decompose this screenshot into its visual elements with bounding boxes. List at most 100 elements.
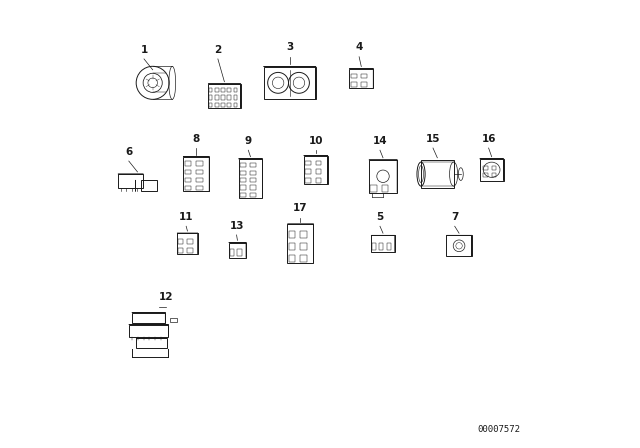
Text: 4: 4 bbox=[355, 43, 363, 52]
Bar bbox=[234, 103, 237, 107]
Text: 17: 17 bbox=[293, 203, 308, 213]
Bar bbox=[141, 180, 157, 191]
Bar bbox=[380, 243, 383, 250]
Text: 10: 10 bbox=[308, 136, 323, 146]
Bar bbox=[215, 88, 219, 92]
Bar bbox=[300, 243, 307, 250]
Bar bbox=[316, 178, 321, 183]
Bar bbox=[188, 238, 193, 244]
Bar bbox=[170, 319, 177, 322]
Bar bbox=[234, 88, 237, 92]
Bar bbox=[447, 235, 472, 256]
Bar bbox=[240, 178, 246, 182]
Bar bbox=[227, 95, 231, 99]
Text: 2: 2 bbox=[214, 45, 221, 55]
Bar bbox=[250, 193, 256, 197]
Bar bbox=[179, 238, 184, 244]
Text: 15: 15 bbox=[426, 134, 440, 144]
Bar bbox=[196, 161, 202, 166]
Bar bbox=[381, 185, 388, 193]
Bar bbox=[185, 186, 191, 190]
Bar bbox=[305, 169, 311, 174]
Bar bbox=[188, 248, 193, 253]
Bar bbox=[492, 173, 496, 177]
Bar bbox=[209, 103, 212, 107]
Bar bbox=[240, 171, 246, 175]
Bar bbox=[234, 95, 237, 99]
Bar bbox=[221, 95, 225, 99]
Text: 16: 16 bbox=[481, 134, 496, 144]
Bar bbox=[305, 161, 311, 165]
Bar bbox=[289, 243, 295, 250]
Bar bbox=[215, 103, 219, 107]
Bar bbox=[371, 235, 395, 252]
Bar bbox=[221, 103, 225, 107]
Text: 8: 8 bbox=[193, 134, 200, 144]
Bar bbox=[316, 161, 321, 165]
Bar bbox=[227, 103, 231, 107]
Bar bbox=[209, 88, 212, 92]
Bar bbox=[483, 173, 488, 177]
Text: 7: 7 bbox=[451, 212, 458, 222]
Bar bbox=[371, 185, 376, 193]
Text: 9: 9 bbox=[244, 136, 252, 146]
Bar bbox=[209, 95, 212, 99]
Bar bbox=[196, 186, 202, 190]
Bar bbox=[421, 160, 454, 188]
Bar bbox=[196, 170, 202, 174]
Bar bbox=[349, 69, 373, 88]
Bar bbox=[369, 160, 397, 193]
Bar bbox=[250, 185, 256, 190]
Bar bbox=[196, 178, 202, 182]
Bar bbox=[118, 174, 143, 188]
Bar bbox=[237, 250, 242, 256]
Bar bbox=[289, 231, 295, 237]
Bar bbox=[185, 161, 191, 166]
Bar bbox=[480, 159, 504, 181]
Bar bbox=[264, 67, 316, 99]
Bar bbox=[387, 243, 390, 250]
Text: 1: 1 bbox=[140, 45, 148, 55]
Bar bbox=[230, 250, 234, 256]
Bar bbox=[492, 165, 496, 170]
Text: 3: 3 bbox=[286, 43, 293, 52]
Bar bbox=[287, 224, 314, 263]
Bar bbox=[221, 88, 225, 92]
Bar bbox=[316, 169, 321, 174]
Text: 00007572: 00007572 bbox=[477, 425, 520, 434]
Bar bbox=[129, 325, 168, 336]
Bar bbox=[185, 178, 191, 182]
Bar bbox=[362, 74, 367, 78]
Bar bbox=[208, 84, 241, 108]
Bar bbox=[136, 338, 166, 348]
Text: 12: 12 bbox=[159, 292, 173, 302]
Bar bbox=[240, 193, 246, 197]
Bar bbox=[300, 255, 307, 262]
Bar bbox=[351, 74, 356, 78]
Bar bbox=[240, 163, 246, 167]
Bar bbox=[239, 159, 262, 198]
Bar bbox=[362, 82, 367, 87]
Bar bbox=[304, 155, 328, 184]
Bar bbox=[351, 82, 356, 87]
Bar bbox=[300, 231, 307, 237]
Bar bbox=[227, 88, 231, 92]
Bar bbox=[305, 178, 311, 183]
Bar bbox=[483, 165, 488, 170]
Text: 5: 5 bbox=[376, 212, 383, 222]
Bar bbox=[250, 163, 256, 167]
Text: 14: 14 bbox=[372, 136, 387, 146]
Bar bbox=[183, 157, 209, 191]
Bar bbox=[132, 313, 165, 323]
Text: 13: 13 bbox=[229, 220, 244, 231]
Bar bbox=[240, 185, 246, 190]
Bar bbox=[185, 170, 191, 174]
Bar bbox=[250, 171, 256, 175]
Bar bbox=[228, 242, 246, 258]
Bar bbox=[179, 248, 184, 253]
Bar bbox=[289, 255, 295, 262]
Bar bbox=[177, 233, 198, 254]
Bar bbox=[215, 95, 219, 99]
Text: 6: 6 bbox=[125, 146, 132, 157]
Bar bbox=[250, 178, 256, 182]
